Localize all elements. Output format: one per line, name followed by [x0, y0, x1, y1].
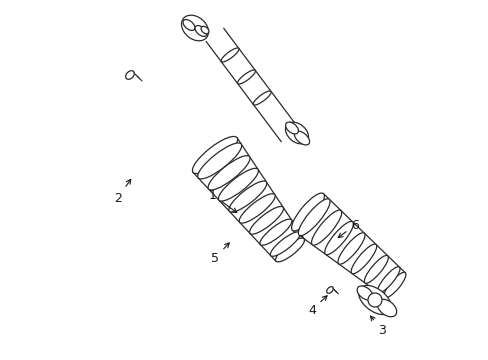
Ellipse shape: [183, 19, 195, 31]
Ellipse shape: [350, 244, 376, 274]
Text: 2: 2: [114, 179, 130, 204]
Ellipse shape: [270, 232, 300, 256]
Polygon shape: [206, 28, 298, 141]
Ellipse shape: [181, 15, 208, 41]
Polygon shape: [292, 194, 405, 297]
Text: 5: 5: [210, 243, 229, 265]
Ellipse shape: [275, 238, 304, 262]
Text: 4: 4: [307, 296, 326, 316]
Ellipse shape: [383, 273, 405, 298]
Ellipse shape: [221, 48, 239, 62]
Text: 6: 6: [338, 219, 358, 238]
Ellipse shape: [298, 199, 329, 236]
Text: 1: 1: [209, 189, 236, 213]
Ellipse shape: [192, 136, 237, 174]
Ellipse shape: [260, 219, 291, 245]
Polygon shape: [193, 138, 304, 261]
Ellipse shape: [228, 181, 266, 212]
Ellipse shape: [253, 91, 271, 105]
Ellipse shape: [207, 156, 249, 190]
Ellipse shape: [367, 293, 381, 307]
Ellipse shape: [291, 193, 324, 231]
Text: 3: 3: [370, 316, 385, 337]
Ellipse shape: [195, 26, 206, 36]
Ellipse shape: [364, 255, 387, 283]
Ellipse shape: [356, 286, 372, 300]
Ellipse shape: [125, 71, 134, 79]
Ellipse shape: [311, 210, 341, 245]
Ellipse shape: [377, 267, 399, 293]
Ellipse shape: [218, 168, 258, 201]
Ellipse shape: [237, 70, 255, 84]
Ellipse shape: [294, 131, 309, 145]
Ellipse shape: [324, 221, 353, 255]
Ellipse shape: [285, 122, 308, 144]
Ellipse shape: [197, 143, 241, 179]
Ellipse shape: [239, 194, 275, 223]
Ellipse shape: [326, 287, 333, 293]
Ellipse shape: [285, 122, 298, 134]
Ellipse shape: [377, 299, 396, 317]
Ellipse shape: [358, 285, 390, 315]
Ellipse shape: [337, 233, 365, 264]
Ellipse shape: [201, 26, 208, 34]
Ellipse shape: [249, 206, 283, 234]
